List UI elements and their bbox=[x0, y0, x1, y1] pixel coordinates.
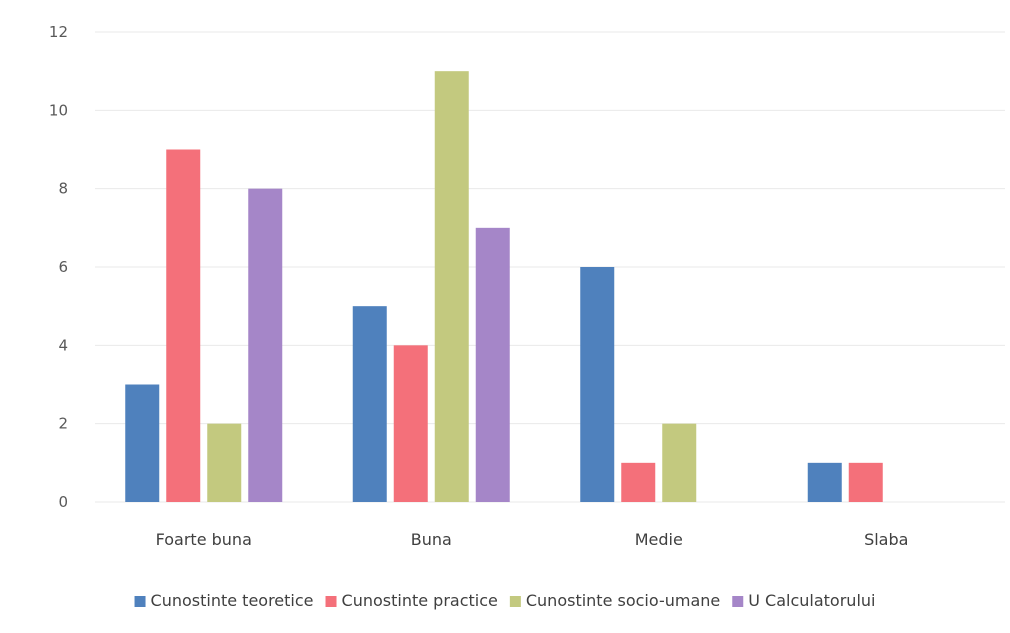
legend-item: U Calculatorului bbox=[732, 591, 875, 610]
legend-item: Cunostinte teoretice bbox=[134, 591, 314, 610]
bar bbox=[352, 306, 387, 502]
bar bbox=[621, 462, 656, 502]
y-tick-label: 0 bbox=[58, 493, 68, 511]
bar bbox=[166, 149, 201, 502]
bar bbox=[475, 227, 510, 503]
grid-lines bbox=[95, 31, 1005, 503]
legend-item: Cunostinte socio-umane bbox=[509, 591, 720, 610]
legend-swatch bbox=[732, 596, 744, 607]
x-tick-label: Medie bbox=[635, 530, 683, 549]
bar bbox=[248, 188, 283, 502]
bar bbox=[848, 462, 883, 502]
bar bbox=[207, 423, 242, 502]
legend-swatch bbox=[325, 596, 337, 607]
legend-item: Cunostinte practice bbox=[325, 591, 498, 610]
y-tick-label: 6 bbox=[58, 258, 68, 276]
legend-label: Cunostinte practice bbox=[342, 591, 498, 610]
bar bbox=[434, 71, 469, 503]
y-axis-ticks: 0 2 4 6 8 10 12 bbox=[49, 23, 68, 511]
x-tick-label: Buna bbox=[411, 530, 452, 549]
x-tick-label: Slaba bbox=[864, 530, 908, 549]
y-tick-label: 10 bbox=[49, 101, 68, 119]
legend-swatch bbox=[134, 596, 146, 607]
bar bbox=[125, 384, 160, 502]
legend-swatch bbox=[509, 596, 521, 607]
legend-label: Cunostinte socio-umane bbox=[526, 591, 720, 610]
y-tick-label: 2 bbox=[58, 415, 68, 433]
legend-label: U Calculatorului bbox=[748, 591, 875, 610]
y-tick-label: 8 bbox=[58, 180, 68, 198]
bar bbox=[580, 267, 615, 502]
bar bbox=[662, 423, 697, 502]
legend: Cunostinte teoretice Cunostinte practice C… bbox=[134, 591, 875, 610]
y-tick-label: 12 bbox=[49, 23, 68, 41]
x-axis-ticks: Foarte buna Buna Medie Slaba bbox=[156, 530, 909, 549]
bar bbox=[807, 462, 842, 502]
bar bbox=[393, 345, 428, 502]
y-tick-label: 4 bbox=[58, 336, 68, 354]
bars bbox=[125, 71, 883, 503]
x-tick-label: Foarte buna bbox=[156, 530, 252, 549]
legend-label: Cunostinte teoretice bbox=[151, 591, 314, 610]
